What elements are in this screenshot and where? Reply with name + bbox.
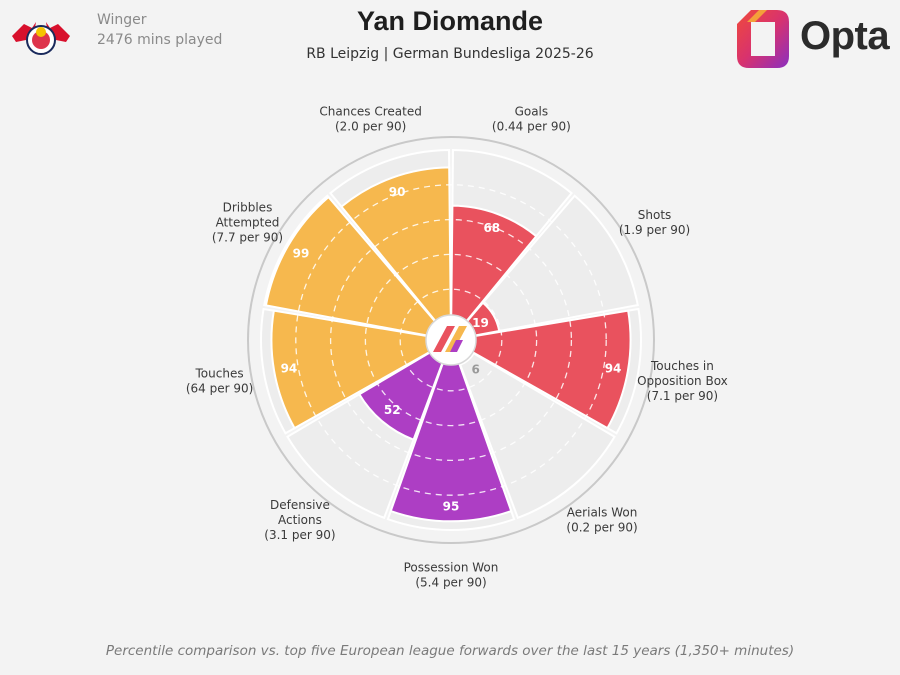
value-label: 19	[472, 316, 489, 330]
category-label-line: (64 per 90)	[186, 381, 253, 395]
category-label: Dribbles Attempted (7.7 per 90)	[212, 201, 283, 245]
category-label-line: Touches in	[650, 359, 714, 373]
value-label: 90	[389, 185, 406, 199]
category-label-line: (5.4 per 90)	[415, 576, 486, 590]
percentile-ring	[364, 253, 538, 427]
category-label-line: Aerials Won	[567, 506, 638, 520]
radar-bar	[357, 337, 453, 441]
radar-bar	[449, 204, 538, 343]
percentile-ring	[399, 288, 503, 392]
category-label-line: (0.44 per 90)	[492, 120, 571, 134]
minutes-played: 2476 mins played	[97, 32, 223, 48]
chart-subtitle: RB Leipzig | German Bundesliga 2025-26	[306, 46, 594, 62]
guide-sector	[448, 194, 639, 342]
player-name: Yan Diomande	[356, 6, 544, 36]
category-label-line: Goals	[515, 105, 549, 119]
category-label-line: Actions	[278, 513, 322, 527]
category-label-line: Opposition Box	[637, 374, 728, 388]
value-label: 68	[483, 221, 500, 235]
category-label-line: (7.7 per 90)	[212, 231, 283, 245]
category-label-line: (2.0 per 90)	[335, 120, 406, 134]
category-label-line: Chances Created	[319, 105, 421, 119]
radar-bar	[264, 195, 454, 342]
category-label-line: (0.2 per 90)	[566, 521, 637, 535]
value-label: 95	[443, 499, 460, 513]
value-label: 52	[384, 403, 401, 417]
percentile-ring	[295, 184, 607, 496]
category-label-line: Dribbles	[223, 201, 273, 215]
percentile-ring	[329, 218, 573, 462]
category-label: Possession Won (5.4 per 90)	[404, 561, 499, 590]
category-label-line: Attempted	[216, 216, 280, 230]
category-label: Touches in Opposition Box (7.1 per 90)	[637, 359, 728, 403]
value-label: 94	[605, 362, 622, 376]
category-label: Aerials Won (0.2 per 90)	[566, 506, 637, 535]
value-label: 94	[281, 362, 298, 376]
opta-wordmark: Opta	[800, 14, 890, 58]
opta-logo-icon	[737, 10, 789, 68]
footnote: Percentile comparison vs. top five Europ…	[105, 643, 795, 659]
category-label-line: Touches	[195, 366, 244, 380]
category-label-line: Possession Won	[404, 561, 499, 575]
radar-bar	[448, 309, 632, 430]
radar-outer-ring	[247, 136, 655, 544]
player-role: Winger	[97, 12, 147, 28]
category-label-line: (7.1 per 90)	[647, 389, 718, 403]
category-label-line: (3.1 per 90)	[264, 528, 335, 542]
radar-bar	[270, 309, 454, 430]
value-label: 99	[293, 246, 310, 260]
category-label: Goals (0.44 per 90)	[492, 105, 571, 134]
center-badge	[425, 314, 477, 366]
category-label: Shots (1.9 per 90)	[619, 208, 690, 237]
category-label-line: Shots	[638, 208, 672, 222]
category-label: Touches (64 per 90)	[186, 366, 253, 395]
category-label: Defensive Actions (3.1 per 90)	[264, 498, 335, 542]
radar-bar	[389, 336, 513, 523]
category-label-line: Defensive	[270, 498, 330, 512]
value-label: 6	[472, 362, 480, 376]
category-label: Chances Created (2.0 per 90)	[319, 105, 421, 134]
category-label-line: (1.9 per 90)	[619, 223, 690, 237]
rb-leipzig-crest-icon	[12, 22, 70, 55]
